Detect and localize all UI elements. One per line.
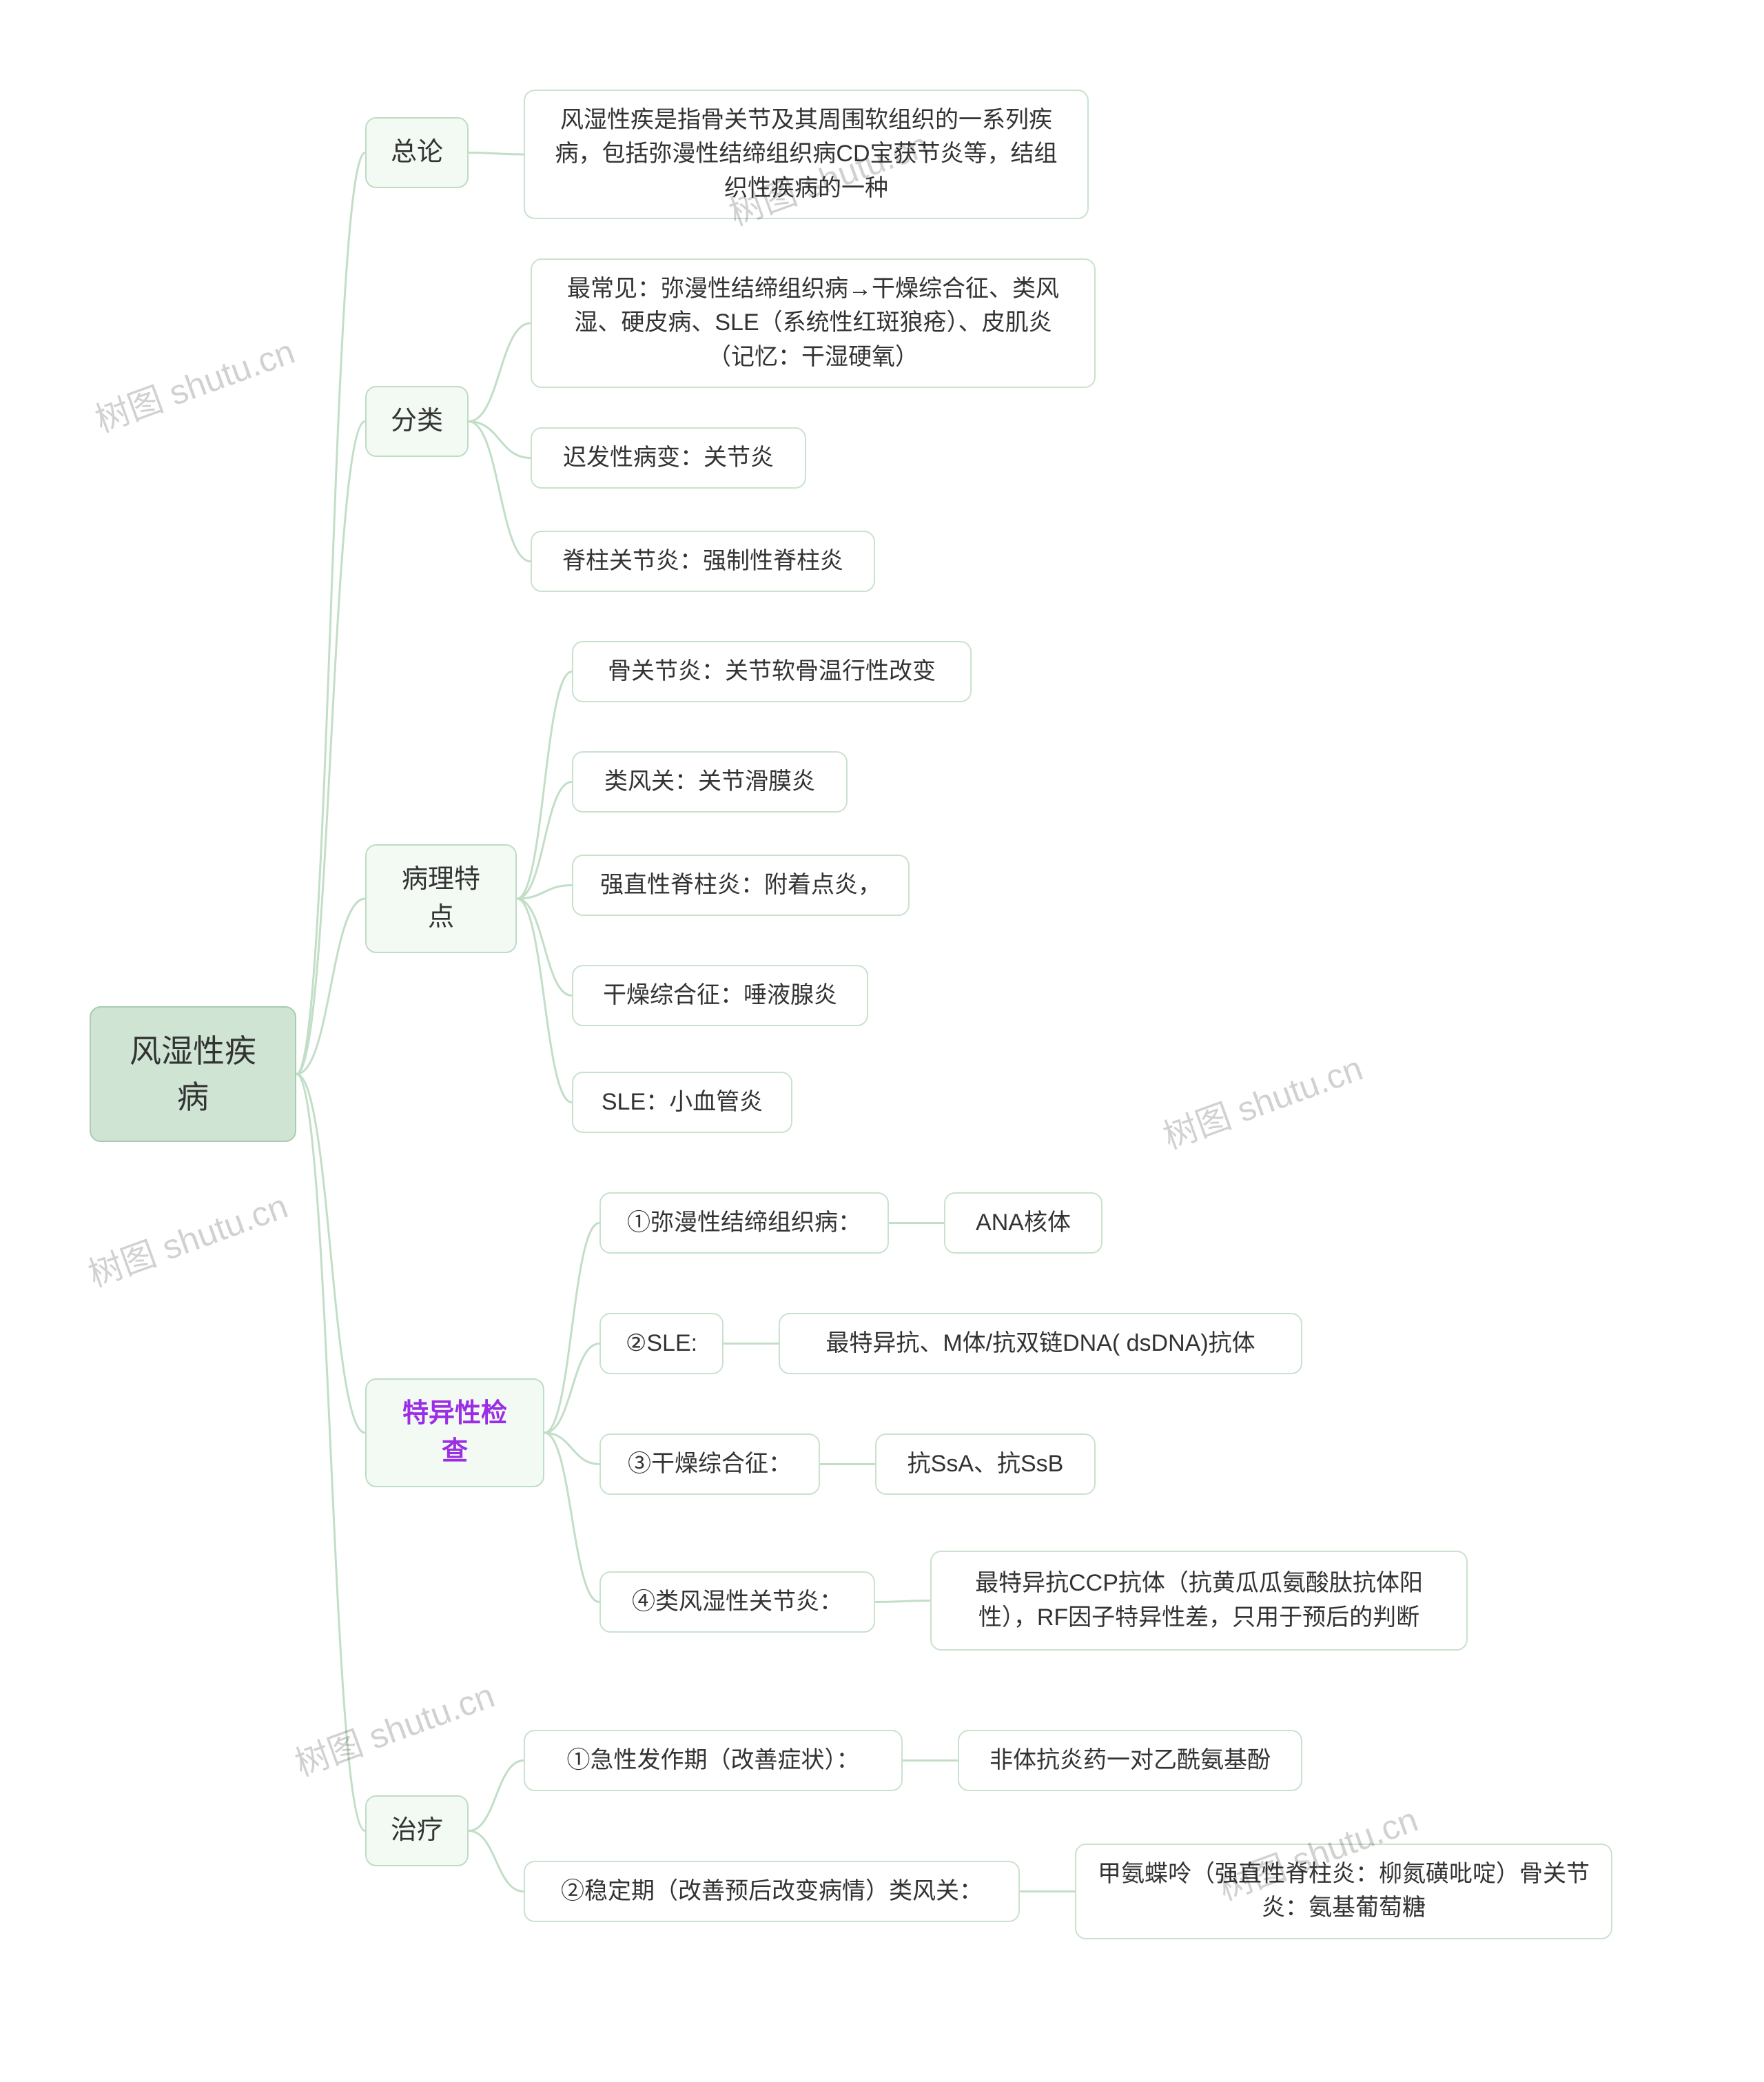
node-label: 最特异抗、M体/抗双链DNA( dsDNA)抗体 xyxy=(825,1327,1255,1360)
connector xyxy=(544,1344,599,1433)
connector xyxy=(469,153,524,155)
connector xyxy=(296,1074,365,1831)
connector xyxy=(517,782,572,899)
node-label: 治疗 xyxy=(391,1812,443,1850)
node-label: ANA核体 xyxy=(976,1206,1071,1240)
node-label: 脊柱关节炎：强制性脊柱炎 xyxy=(562,544,843,578)
node-label: 总论 xyxy=(391,134,443,172)
node-label: ①弥漫性结缔组织病： xyxy=(627,1206,861,1240)
node-l_spec_3b[interactable]: 抗SsA、抗SsB xyxy=(875,1433,1096,1495)
node-label: 特异性检查 xyxy=(390,1395,520,1471)
node-l_spec_1b[interactable]: ANA核体 xyxy=(944,1192,1102,1254)
node-l_path_3[interactable]: 强直性脊柱炎：附着点炎， xyxy=(572,855,910,916)
node-label: 强直性脊柱炎：附着点炎， xyxy=(600,868,881,902)
connector xyxy=(296,153,365,1074)
connector xyxy=(517,899,572,996)
node-label: ②SLE: xyxy=(626,1327,697,1360)
node-l_spec_4[interactable]: ④类风湿性关节炎： xyxy=(599,1571,875,1633)
node-label: 干燥综合征：唾液腺炎 xyxy=(603,979,837,1012)
node-label: 风湿性疾病 xyxy=(117,1028,269,1120)
node-label: 非体抗炎药一对乙酰氨基酚 xyxy=(989,1744,1271,1777)
node-label: ④类风湿性关节炎： xyxy=(632,1585,843,1619)
connector xyxy=(296,422,365,1074)
connector xyxy=(544,1433,599,1602)
node-l_class_3[interactable]: 脊柱关节炎：强制性脊柱炎 xyxy=(531,531,875,592)
node-l_spec_2[interactable]: ②SLE: xyxy=(599,1313,724,1374)
node-l_spec_4b[interactable]: 最特异抗CCP抗体（抗黄瓜瓜氨酸肽抗体阳性），RF因子特异性差，只用于预后的判断 xyxy=(930,1551,1468,1651)
node-l_path_2[interactable]: 类风关：关节滑膜炎 xyxy=(572,751,848,813)
node-label: 骨关节炎：关节软骨温行性改变 xyxy=(608,655,936,688)
node-root[interactable]: 风湿性疾病 xyxy=(90,1006,296,1142)
node-l_path_4[interactable]: 干燥综合征：唾液腺炎 xyxy=(572,965,868,1026)
node-l_path_5[interactable]: SLE：小血管炎 xyxy=(572,1072,792,1133)
node-b_overview[interactable]: 总论 xyxy=(365,117,469,188)
node-label: 分类 xyxy=(391,402,443,440)
node-l_treat_1b[interactable]: 非体抗炎药一对乙酰氨基酚 xyxy=(958,1730,1302,1791)
node-label: SLE：小血管炎 xyxy=(602,1085,763,1119)
connector xyxy=(517,899,572,1103)
connector xyxy=(469,1831,524,1892)
node-label: 病理特点 xyxy=(390,861,492,937)
connector xyxy=(469,323,531,422)
node-label: ③干燥综合征： xyxy=(628,1447,792,1481)
connector xyxy=(469,1761,524,1831)
node-label: 最常见：弥漫性结缔组织病→干燥综合征、类风湿、硬皮病、SLE（系统性红斑狼疮）、… xyxy=(551,272,1075,374)
node-b_spec[interactable]: 特异性检查 xyxy=(365,1378,544,1487)
node-l_spec_3[interactable]: ③干燥综合征： xyxy=(599,1433,820,1495)
node-l_class_2[interactable]: 迟发性病变：关节炎 xyxy=(531,427,806,489)
node-l_path_1[interactable]: 骨关节炎：关节软骨温行性改变 xyxy=(572,641,972,702)
node-l_treat_2[interactable]: ②稳定期（改善预后改变病情）类风关： xyxy=(524,1861,1020,1922)
connector xyxy=(875,1601,930,1602)
connector xyxy=(469,422,531,562)
node-label: 抗SsA、抗SsB xyxy=(907,1447,1064,1481)
node-label: 迟发性病变：关节炎 xyxy=(563,441,774,475)
node-label: ②稳定期（改善预后改变病情）类风关： xyxy=(561,1875,983,1908)
node-b_class[interactable]: 分类 xyxy=(365,386,469,457)
node-l_treat_2b[interactable]: 甲氨蝶呤（强直性脊柱炎：柳氮磺吡啶）骨关节炎：氨基葡萄糖 xyxy=(1075,1844,1612,1939)
node-l_spec_1[interactable]: ①弥漫性结缔组织病： xyxy=(599,1192,889,1254)
node-b_treat[interactable]: 治疗 xyxy=(365,1795,469,1866)
node-label: 风湿性疾是指骨关节及其周围软组织的一系列疾病，包括弥漫性结缔组织病CD宝获节炎等… xyxy=(544,103,1068,205)
node-l_treat_1[interactable]: ①急性发作期（改善症状）： xyxy=(524,1730,903,1791)
connector xyxy=(544,1223,599,1433)
node-l_overview[interactable]: 风湿性疾是指骨关节及其周围软组织的一系列疾病，包括弥漫性结缔组织病CD宝获节炎等… xyxy=(524,90,1089,219)
node-label: 类风关：关节滑膜炎 xyxy=(604,765,815,799)
node-label: 甲氨蝶呤（强直性脊柱炎：柳氮磺吡啶）骨关节炎：氨基葡萄糖 xyxy=(1096,1857,1592,1926)
mindmap-canvas: 风湿性疾病 总论 风湿性疾是指骨关节及其周围软组织的一系列疾病，包括弥漫性结缔组织病… xyxy=(0,0,1764,2082)
node-label: ①急性发作期（改善症状）： xyxy=(567,1744,860,1777)
node-label: 最特异抗CCP抗体（抗黄瓜瓜氨酸肽抗体阳性），RF因子特异性差，只用于预后的判断 xyxy=(951,1566,1447,1635)
connector xyxy=(296,1074,365,1433)
node-b_path[interactable]: 病理特点 xyxy=(365,844,517,953)
node-l_spec_2b[interactable]: 最特异抗、M体/抗双链DNA( dsDNA)抗体 xyxy=(779,1313,1302,1374)
node-l_class_1[interactable]: 最常见：弥漫性结缔组织病→干燥综合征、类风湿、硬皮病、SLE（系统性红斑狼疮）、… xyxy=(531,258,1096,388)
